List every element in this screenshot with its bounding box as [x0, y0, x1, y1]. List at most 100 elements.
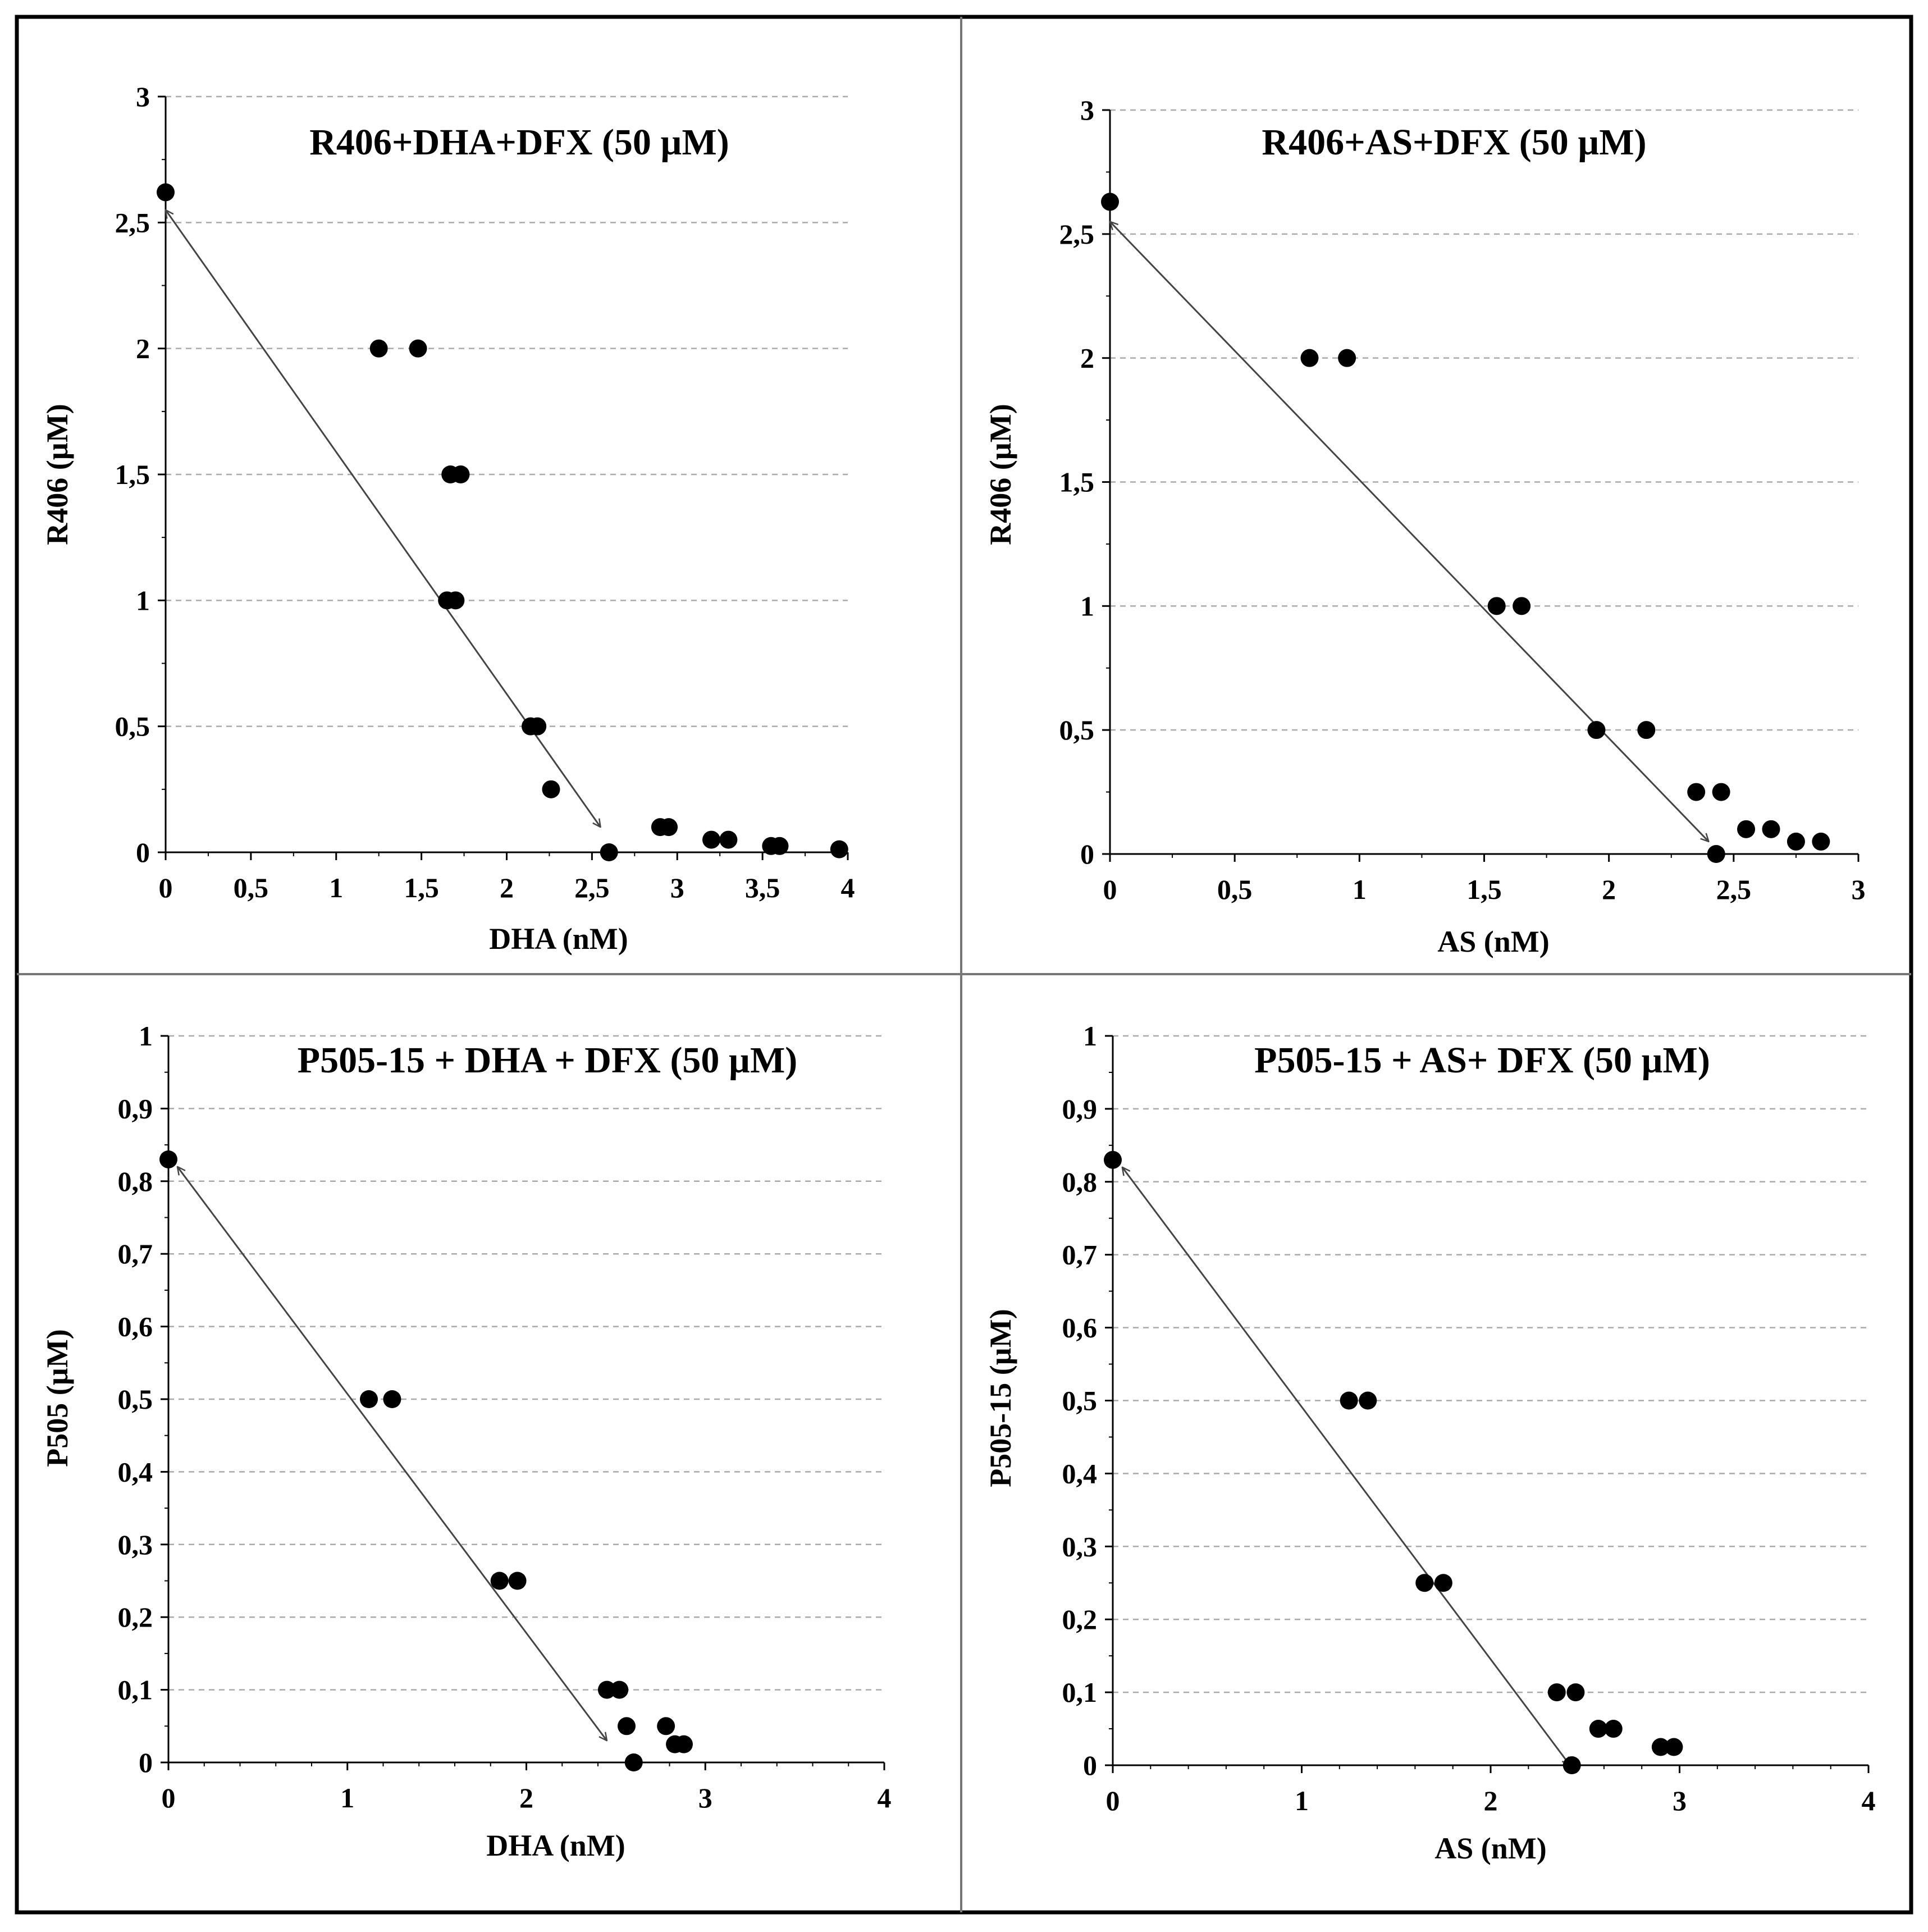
y-tick-label: 1	[1080, 590, 1094, 622]
x-tick-label: 2	[519, 1782, 533, 1814]
data-point	[409, 339, 427, 358]
chart-title: P505-15 + AS+ DFX (50 µM)	[1254, 1040, 1710, 1081]
x-tick-label: 0	[1106, 1785, 1120, 1816]
data-point	[1637, 721, 1656, 739]
y-tick-label: 1	[139, 1020, 153, 1052]
isobole-arrow	[177, 1167, 607, 1741]
y-tick-label: 0,2	[118, 1601, 153, 1633]
data-point	[1665, 1738, 1683, 1756]
y-axis-title: P505-15 (µM)	[984, 1309, 1017, 1487]
x-tick-label: 3,5	[745, 872, 780, 903]
y-tick-label: 0,5	[1062, 1385, 1098, 1417]
y-tick-label: 2,5	[115, 207, 150, 238]
data-point	[1737, 820, 1756, 838]
x-tick-label: 0	[162, 1782, 176, 1814]
y-tick-label: 0,9	[1062, 1093, 1098, 1125]
data-point	[1104, 1150, 1122, 1169]
data-point	[770, 837, 789, 855]
data-point	[1604, 1720, 1623, 1738]
data-point	[369, 339, 388, 358]
data-point	[383, 1390, 401, 1408]
x-tick-label: 1	[1295, 1785, 1309, 1816]
x-tick-label: 2	[500, 872, 514, 903]
y-tick-label: 0,7	[118, 1238, 153, 1269]
y-tick-label: 0	[1083, 1750, 1097, 1781]
x-axis-title: DHA (nM)	[489, 922, 628, 956]
data-point	[1487, 597, 1506, 615]
data-point	[618, 1717, 636, 1735]
x-tick-label: 2,5	[574, 872, 610, 903]
y-tick-label: 0,3	[118, 1529, 153, 1560]
x-axis-title: DHA (nM)	[486, 1829, 625, 1862]
chart-title: P505-15 + DHA + DFX (50 µM)	[298, 1040, 797, 1081]
x-tick-label: 1	[329, 872, 343, 903]
data-point	[597, 1680, 616, 1699]
y-tick-label: 0,1	[118, 1674, 153, 1706]
x-tick-label: 3	[698, 1782, 712, 1814]
y-tick-label: 0,5	[115, 711, 150, 742]
x-tick-label: 4	[841, 872, 855, 903]
chart-title: R406+AS+DFX (50 µM)	[1262, 122, 1646, 163]
data-point	[1513, 597, 1531, 615]
chart-panel-3: 0 0,1 0,2 0,3 0,4 0,5 0,6 0,7 0,8 0,9 1 0 1 2 3 4 P505-1…	[40, 1020, 892, 1862]
y-tick-label: 0,2	[1062, 1604, 1098, 1635]
data-point	[702, 830, 720, 849]
chart-panel-2: 0 0,5 1 1,5 2 2,5 3 0 0,5 1 1,5 2 2,5 3 R406+AS+DFX (5…	[984, 94, 1866, 958]
x-tick-label: 0	[1103, 874, 1117, 905]
data-point	[1812, 832, 1830, 851]
x-tick-label: 3	[1673, 1785, 1687, 1816]
outer-border	[15, 15, 1913, 1915]
x-tick-label: 2,5	[1716, 874, 1752, 905]
x-tick-label: 1	[340, 1782, 354, 1814]
data-point	[1434, 1574, 1452, 1592]
data-point	[451, 465, 470, 483]
data-point	[610, 1680, 629, 1699]
y-tick-label: 0	[139, 1747, 153, 1778]
data-point	[719, 830, 738, 849]
data-point	[490, 1572, 509, 1590]
data-point	[675, 1735, 693, 1753]
y-tick-label: 0,4	[118, 1456, 153, 1487]
data-point	[1687, 783, 1706, 801]
y-tick-label: 1,5	[1059, 467, 1095, 498]
data-point	[657, 1717, 675, 1735]
data-point	[157, 183, 175, 202]
y-tick-label: 0	[136, 837, 150, 868]
data-point	[1787, 832, 1805, 851]
data-point	[1359, 1391, 1377, 1410]
x-tick-label: 3	[1852, 874, 1866, 905]
y-tick-label: 0,7	[1062, 1239, 1098, 1271]
data-point	[1415, 1574, 1434, 1592]
y-tick-label: 2,5	[1059, 218, 1095, 250]
y-axis-title: R406 (µM)	[40, 404, 74, 545]
y-tick-label: 2	[1080, 342, 1094, 374]
data-point	[600, 843, 618, 861]
data-point	[1300, 349, 1319, 367]
x-tick-label: 2	[1484, 1785, 1498, 1816]
data-point	[1707, 845, 1725, 863]
data-point	[1547, 1683, 1566, 1702]
isobole-arrow	[1110, 222, 1708, 842]
data-point	[1762, 820, 1780, 838]
y-tick-label: 0,4	[1062, 1458, 1098, 1489]
isobole-arrow	[1122, 1167, 1570, 1765]
data-point	[1651, 1738, 1670, 1756]
y-tick-label: 0,5	[1059, 714, 1095, 746]
y-tick-label: 0,8	[118, 1166, 153, 1197]
chart-panel-4: 0 0,1 0,2 0,3 0,4 0,5 0,6 0,7 0,8 0,9 1 0 1 2 3 4 P505-1…	[984, 1020, 1876, 1865]
x-tick-label: 4	[878, 1782, 892, 1814]
data-point	[660, 818, 678, 837]
y-axis-title: R406 (µM)	[984, 404, 1017, 545]
y-tick-label: 1,5	[115, 459, 150, 490]
y-tick-label: 3	[136, 81, 150, 112]
x-tick-label: 1,5	[1466, 874, 1502, 905]
chart-panel-1: 0 0,5 1 1,5 2 2,5 3 0 0,5 1 1,5 2 2,5 3 3,5 4 R406+DHA+D…	[40, 81, 855, 956]
data-point	[1101, 193, 1119, 211]
x-tick-label: 0,5	[1217, 874, 1253, 905]
x-axis-title: AS (nM)	[1437, 925, 1550, 958]
x-tick-label: 3	[670, 872, 684, 903]
data-point	[542, 780, 560, 798]
x-tick-label: 4	[1862, 1785, 1876, 1816]
data-point	[360, 1390, 378, 1408]
